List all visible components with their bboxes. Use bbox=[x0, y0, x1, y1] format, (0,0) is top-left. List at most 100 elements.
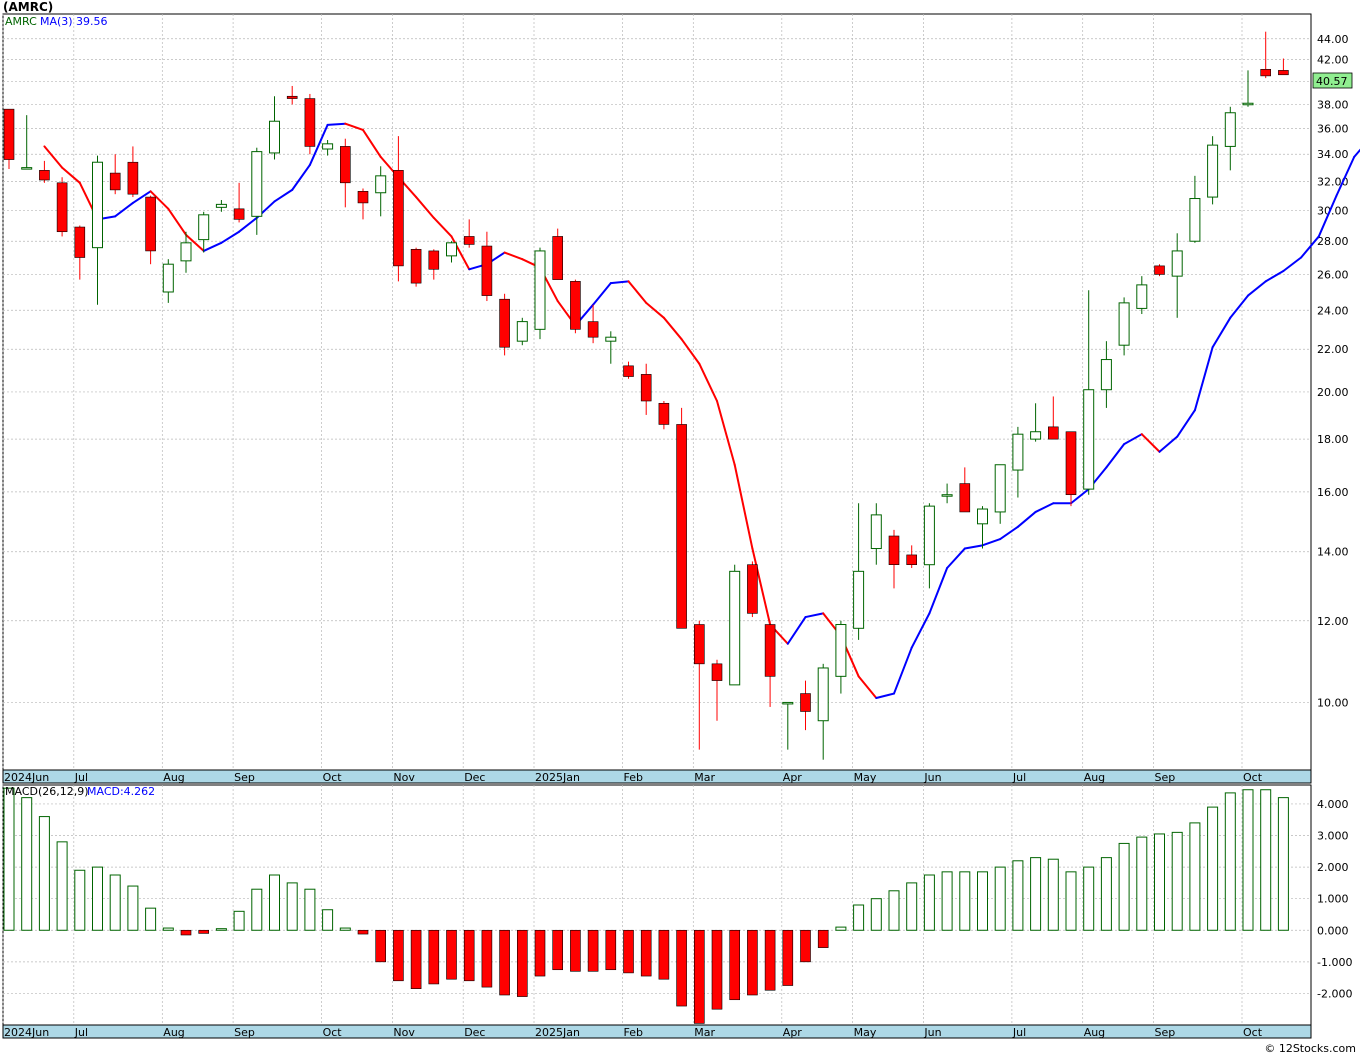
macd-panel bbox=[2, 784, 1312, 1026]
candle-body bbox=[357, 191, 369, 204]
candle-body bbox=[233, 208, 245, 220]
macd-bar bbox=[1171, 831, 1183, 931]
macd-bar bbox=[322, 909, 334, 931]
macd-bar bbox=[481, 929, 493, 988]
macd-value-legend: MACD:4.262 bbox=[87, 785, 155, 798]
ma-segment bbox=[308, 123, 329, 166]
candle-body bbox=[516, 321, 528, 342]
macd-month-label: Jun bbox=[923, 1026, 941, 1039]
macd-month-label: Jul bbox=[1012, 1026, 1026, 1039]
macd-bar bbox=[1012, 860, 1024, 931]
macd-month-label: May bbox=[854, 1026, 877, 1039]
candle-body bbox=[463, 236, 475, 245]
price-month-label: 2025Jan bbox=[535, 771, 580, 784]
macd-bar bbox=[693, 929, 705, 1024]
ma-segment bbox=[149, 190, 170, 210]
ma-legend-value: 39.56 bbox=[76, 15, 108, 28]
macd-month-label: Apr bbox=[783, 1026, 803, 1039]
ma-segment bbox=[804, 612, 825, 619]
candle bbox=[870, 503, 882, 565]
macd-month-label: 2024Jun bbox=[4, 1026, 49, 1039]
ma-segment bbox=[1317, 194, 1338, 238]
macd-month-label: Dec bbox=[464, 1026, 485, 1039]
candle bbox=[941, 483, 953, 504]
macd-bar bbox=[516, 929, 528, 997]
candle-body bbox=[923, 505, 935, 566]
candle-body bbox=[994, 464, 1006, 513]
candle bbox=[357, 188, 369, 220]
macd-params-legend: MACD(26,12,9) bbox=[5, 785, 89, 798]
macd-bar bbox=[817, 929, 829, 948]
last-price-value: 40.57 bbox=[1316, 75, 1348, 88]
macd-month-label: Sep bbox=[234, 1026, 255, 1039]
macd-bar bbox=[1260, 789, 1272, 931]
ma-segment bbox=[202, 241, 223, 252]
ma-segment bbox=[857, 675, 878, 699]
ma-segment bbox=[1123, 433, 1143, 446]
macd-x-axis-band bbox=[2, 1024, 1312, 1039]
candle-body bbox=[605, 336, 617, 342]
candle-body bbox=[1260, 68, 1271, 77]
candle bbox=[587, 304, 599, 344]
candle bbox=[1189, 175, 1201, 243]
ma-segment bbox=[1229, 294, 1249, 319]
price-tick-label: 38.00 bbox=[1317, 98, 1349, 111]
candle bbox=[1100, 341, 1112, 408]
candle bbox=[1242, 70, 1254, 107]
price-tick-label: 20.00 bbox=[1317, 386, 1349, 399]
macd-bar bbox=[269, 874, 280, 931]
macd-bar bbox=[1118, 842, 1130, 931]
price-tick-label: 34.00 bbox=[1317, 148, 1349, 161]
candle bbox=[446, 241, 457, 263]
ma-segment bbox=[981, 538, 1002, 547]
candle bbox=[729, 564, 741, 686]
ma-segment bbox=[645, 301, 665, 319]
candle-body bbox=[941, 494, 953, 497]
price-tick-label: 42.00 bbox=[1317, 54, 1349, 67]
price-gridlines bbox=[2, 14, 1311, 770]
candle-body bbox=[393, 170, 404, 267]
last-price-badge bbox=[1312, 72, 1353, 89]
candle bbox=[817, 663, 829, 760]
candle bbox=[215, 199, 227, 212]
candle bbox=[304, 93, 316, 155]
ma-segment bbox=[1353, 148, 1360, 158]
macd-bar bbox=[994, 866, 1006, 931]
candle-body bbox=[853, 570, 865, 629]
candle-body bbox=[1278, 70, 1289, 76]
macd-bar bbox=[800, 929, 811, 963]
macd-bar bbox=[941, 871, 953, 931]
price-month-label: Oct bbox=[1243, 771, 1263, 784]
price-month-label: May bbox=[854, 771, 877, 784]
candle bbox=[339, 138, 351, 208]
candle bbox=[74, 225, 86, 280]
candle bbox=[39, 160, 50, 183]
macd-tick-label: -2.000 bbox=[1317, 987, 1352, 1000]
macd-bar bbox=[835, 926, 847, 931]
ma-segment bbox=[291, 163, 311, 191]
macd-bar bbox=[888, 890, 900, 931]
macd-month-label: Jul bbox=[74, 1026, 88, 1039]
price-x-axis-labels: 2024Jun Jul Aug Sep Oct Nov Dec 2025Jan Feb Mar Ap… bbox=[4, 771, 1263, 784]
candle bbox=[1065, 431, 1077, 507]
price-month-label: Nov bbox=[393, 771, 415, 784]
candle-body bbox=[481, 245, 493, 296]
candle bbox=[516, 317, 528, 346]
candle-body bbox=[339, 146, 351, 184]
candle-body bbox=[180, 242, 192, 262]
macd-tick-label: -1.000 bbox=[1317, 956, 1352, 969]
candle-body bbox=[623, 365, 634, 377]
chart-title: (AMRC) bbox=[3, 0, 53, 14]
candle-body bbox=[304, 98, 316, 147]
candle bbox=[1030, 403, 1042, 442]
macd-bar bbox=[1242, 789, 1254, 931]
macd-bar bbox=[923, 874, 935, 931]
macd-bar bbox=[711, 929, 723, 1010]
macd-bar bbox=[1154, 833, 1165, 931]
ma-segment bbox=[716, 399, 736, 466]
macd-bar bbox=[127, 885, 139, 931]
ma-segment bbox=[1282, 256, 1303, 272]
macd-bar bbox=[570, 929, 581, 972]
macd-bar bbox=[959, 871, 971, 931]
price-month-label: Jul bbox=[1012, 771, 1026, 784]
